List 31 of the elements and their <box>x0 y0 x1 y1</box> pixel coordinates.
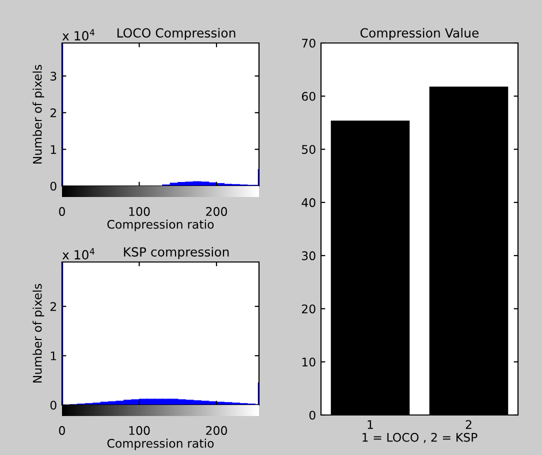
y-tick-label: 0 <box>309 410 316 420</box>
chart-title: KSP compression <box>124 246 229 260</box>
chart-title: Compression Value <box>360 28 479 40</box>
y-tick-label: 1 <box>50 352 56 360</box>
y-tick-label: 3 <box>50 72 56 81</box>
y-tick-label: 1 <box>50 145 56 154</box>
x-axis-title: Compression ratio <box>107 220 214 232</box>
y-tick-label: 0 <box>50 182 56 191</box>
y-axis-title: Number of pixels <box>32 284 44 383</box>
y-tick-label: 70 <box>302 38 316 48</box>
x-tick-label: 100 <box>129 426 150 435</box>
x-axis-title: Compression ratio <box>107 438 214 450</box>
x-tick-label: 0 <box>59 207 65 216</box>
y-tick-label: 30 <box>302 251 316 260</box>
text: x 10$^{4}$ <box>62 248 94 260</box>
y-tick-label: 40 <box>302 198 316 208</box>
y-tick-label: 0 <box>50 400 56 410</box>
x-axis-title: 1 = LOCO , 2 = KSP <box>362 432 478 444</box>
y-axis-title: Number of pixels <box>32 64 44 164</box>
y-tick-label: 2 <box>50 108 56 118</box>
chart-title: LOCO Compression <box>117 28 236 40</box>
text: x 10$^{4}$ <box>62 29 94 40</box>
y-tick-label: 20 <box>302 304 316 314</box>
y-tick-label: 10 <box>302 358 316 367</box>
x-tick-label: 100 <box>129 207 150 216</box>
y-tick-label: 2 <box>50 302 56 311</box>
y-tick-label: 60 <box>302 92 316 101</box>
x-tick-label: 0 <box>59 426 65 435</box>
y-tick-label: 50 <box>302 145 316 154</box>
x-tick-label: 200 <box>206 426 227 435</box>
x-tick-label: 200 <box>206 207 227 216</box>
